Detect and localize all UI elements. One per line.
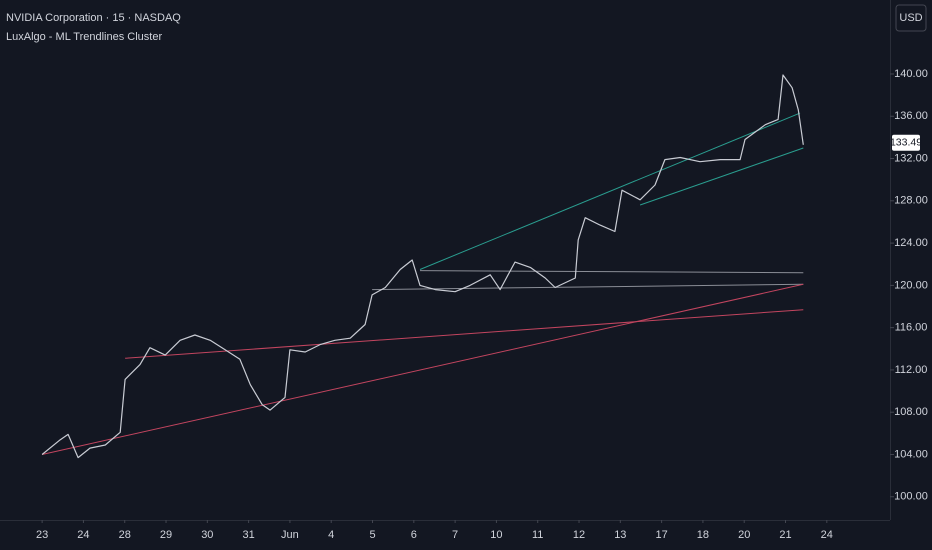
x-tick-label: 18	[697, 529, 709, 541]
x-tick-label: 4	[328, 529, 334, 541]
x-tick-label: 28	[119, 529, 131, 541]
x-tick-label: 11	[532, 529, 543, 541]
x-tick-label: 24	[77, 529, 89, 541]
x-tick-label: 20	[738, 529, 750, 541]
y-tick-label: 100.00	[894, 491, 928, 503]
x-tick-label: 5	[369, 529, 375, 541]
price-line	[41, 74, 804, 459]
last-price-label: 133.49	[890, 137, 922, 149]
trendline	[41, 283, 804, 455]
x-tick-label: Jun	[281, 529, 299, 541]
currency-label[interactable]: USD	[899, 12, 922, 24]
x-tick-label: 31	[242, 529, 254, 541]
y-tick-label: 104.00	[894, 448, 928, 460]
y-tick-label: 136.00	[894, 110, 928, 122]
chart-title: NVIDIA Corporation · 15 · NASDAQ	[6, 12, 181, 24]
x-tick-label: 13	[614, 529, 626, 541]
y-tick-label: 124.00	[894, 237, 928, 249]
last-price-box	[892, 134, 920, 151]
y-tick-label: 108.00	[894, 406, 928, 418]
y-tick-label: 140.00	[894, 68, 928, 80]
y-tick-label: 116.00	[895, 322, 928, 334]
y-tick-label: 132.00	[894, 152, 928, 164]
x-tick-label: 17	[655, 529, 667, 541]
indicator-name: LuxAlgo - ML Trendlines Cluster	[6, 31, 162, 43]
y-tick-label: 128.00	[894, 195, 928, 207]
y-tick-label: 112.00	[895, 364, 928, 376]
currency-button[interactable]	[895, 4, 927, 32]
x-tick-label: 6	[411, 529, 417, 541]
x-tick-label: 23	[36, 529, 48, 541]
x-tick-label: 21	[779, 529, 791, 541]
trendline	[639, 147, 804, 206]
x-tick-label: 24	[821, 529, 833, 541]
trendline	[372, 283, 804, 291]
x-tick-label: 30	[201, 529, 213, 541]
x-tick-label: 12	[573, 529, 585, 541]
x-tick-label: 7	[452, 529, 458, 541]
y-tick-label: 120.00	[894, 279, 928, 291]
trendline	[419, 270, 804, 274]
trendline	[125, 309, 804, 359]
x-tick-label: 29	[160, 529, 172, 541]
x-tick-label: 10	[490, 529, 502, 541]
trendline	[419, 112, 801, 270]
